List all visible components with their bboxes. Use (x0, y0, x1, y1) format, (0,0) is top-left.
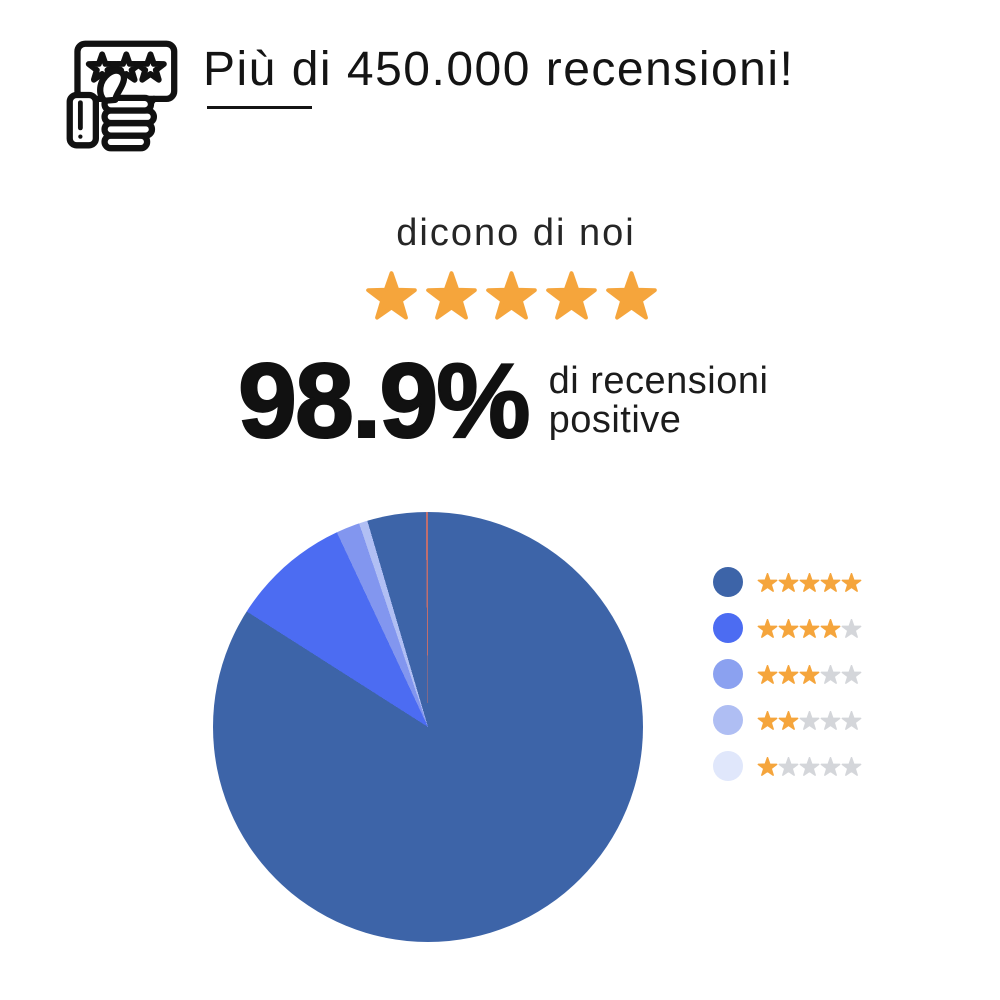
stat-percentage: 98.9% (237, 342, 532, 460)
five-star-rating (22, 271, 1000, 320)
legend-color-dot (713, 751, 743, 781)
legend-star-rating (757, 756, 862, 776)
legend-color-dot (713, 705, 743, 735)
legend-row (713, 613, 862, 643)
star-icon (841, 756, 862, 776)
star-icon (545, 271, 597, 320)
stat-label-line2: positive (548, 399, 682, 441)
star-icon (778, 572, 799, 592)
stat-row: 98.9% di recensioni positive (237, 342, 769, 460)
legend-row (713, 567, 862, 597)
star-icon (778, 756, 799, 776)
review-speech-bubble-thumbs-up-icon (66, 40, 178, 152)
star-icon (605, 271, 657, 320)
star-icon (841, 664, 862, 684)
stat-label-line1: di recensioni (548, 360, 769, 402)
star-icon (134, 51, 167, 83)
star-icon (820, 572, 841, 592)
star-icon (820, 664, 841, 684)
star-icon (799, 710, 820, 730)
pie-chart (213, 512, 643, 942)
legend-row (713, 751, 862, 781)
star-icon (778, 710, 799, 730)
legend-row (713, 705, 862, 735)
star-icon (778, 664, 799, 684)
star-icon (820, 618, 841, 638)
star-icon (757, 572, 778, 592)
star-icon (799, 756, 820, 776)
legend-color-dot (713, 659, 743, 689)
title-underline (207, 106, 312, 109)
pie-legend (713, 567, 862, 781)
star-icon (757, 756, 778, 776)
legend-star-rating (757, 618, 862, 638)
legend-color-dot (713, 567, 743, 597)
star-icon (485, 271, 537, 320)
star-icon (799, 664, 820, 684)
page-title: Più di 450.000 recensioni! (203, 43, 795, 96)
star-icon (425, 271, 477, 320)
star-icon (365, 271, 417, 320)
star-icon (841, 572, 862, 592)
tagline-text: dicono di noi (396, 212, 636, 254)
star-icon (841, 710, 862, 730)
star-icon (820, 710, 841, 730)
legend-color-dot (713, 613, 743, 643)
star-icon (757, 710, 778, 730)
star-icon (799, 572, 820, 592)
star-icon (841, 618, 862, 638)
stat-label: di recensioni positive (549, 362, 769, 440)
legend-row (713, 659, 862, 689)
legend-star-rating (757, 664, 862, 684)
star-icon (757, 618, 778, 638)
legend-star-rating (757, 572, 862, 592)
thumbs-up-icon (66, 67, 158, 152)
star-icon (778, 618, 799, 638)
star-icon (820, 756, 841, 776)
legend-star-rating (757, 710, 862, 730)
star-icon (757, 664, 778, 684)
star-icon (799, 618, 820, 638)
